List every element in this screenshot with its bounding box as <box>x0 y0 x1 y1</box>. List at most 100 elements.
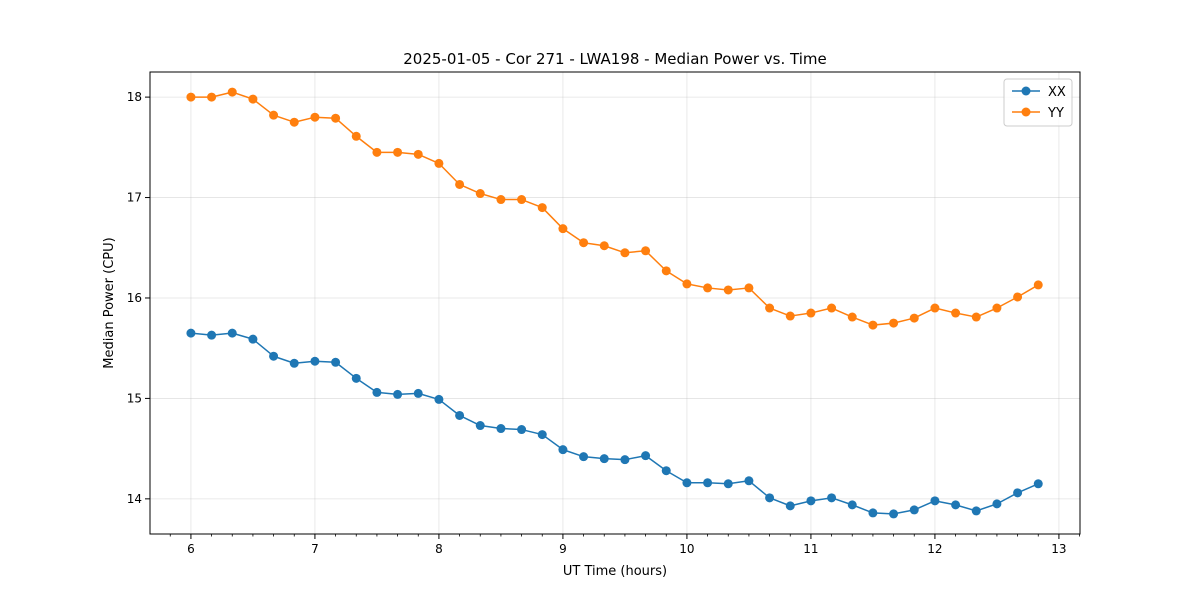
data-point-xx <box>620 455 630 465</box>
data-point-yy <box>930 303 940 313</box>
series-line-yy <box>190 91 1039 326</box>
data-point-yy <box>227 87 237 97</box>
y-tick-label: 16 <box>127 291 142 305</box>
data-point-xx <box>661 466 671 476</box>
data-point-yy <box>827 303 837 313</box>
data-point-yy <box>351 131 361 141</box>
plot-frame <box>149 71 1081 535</box>
data-point-yy <box>992 303 1002 313</box>
legend-item-yy: YY <box>1012 106 1064 121</box>
grid-lines <box>150 72 1080 534</box>
x-tick-label: 13 <box>1051 542 1066 556</box>
data-point-yy <box>909 313 919 323</box>
data-point-xx <box>475 421 485 431</box>
data-point-yy <box>806 308 816 318</box>
data-point-xx <box>558 445 568 455</box>
data-point-xx <box>723 479 733 489</box>
data-point-xx <box>372 387 382 397</box>
data-point-yy <box>434 158 444 168</box>
data-point-yy <box>1013 292 1023 302</box>
data-point-xx <box>496 424 506 434</box>
data-point-xx <box>806 496 816 506</box>
data-point-xx <box>930 496 940 506</box>
data-point-xx <box>992 499 1002 509</box>
data-point-yy <box>641 246 651 256</box>
data-point-xx <box>537 430 547 440</box>
data-point-yy <box>744 283 754 293</box>
data-point-yy <box>971 312 981 322</box>
x-tick-label: 11 <box>803 542 818 556</box>
data-point-xx <box>186 328 196 338</box>
series-xx <box>186 328 1043 519</box>
y-tick-label: 17 <box>127 191 142 205</box>
data-point-xx <box>455 410 465 420</box>
data-point-yy <box>558 224 568 234</box>
data-point-xx <box>765 493 775 503</box>
data-point-xx <box>641 451 651 461</box>
data-point-xx <box>393 389 403 399</box>
data-point-yy <box>393 147 403 157</box>
data-point-xx <box>413 388 423 398</box>
data-point-xx <box>579 452 589 462</box>
data-point-xx <box>310 356 320 366</box>
x-axis-label: UT Time (hours) <box>563 564 667 579</box>
data-point-yy <box>517 195 527 205</box>
data-point-yy <box>310 112 320 122</box>
legend-label: YY <box>1047 106 1064 121</box>
y-axis-label: Median Power (CPU) <box>102 237 117 368</box>
data-point-yy <box>1033 280 1043 290</box>
data-point-xx <box>331 357 341 367</box>
data-point-yy <box>847 312 857 322</box>
data-point-xx <box>351 373 361 383</box>
data-point-xx <box>269 351 279 361</box>
plot-series <box>186 87 1043 519</box>
data-point-xx <box>1013 488 1023 498</box>
data-point-yy <box>269 110 279 120</box>
data-point-xx <box>682 478 692 488</box>
data-point-yy <box>289 117 299 127</box>
y-tick-label: 14 <box>127 492 142 506</box>
data-point-xx <box>744 476 754 486</box>
data-point-yy <box>620 248 630 258</box>
legend-label: XX <box>1048 85 1066 100</box>
x-tick-label: 6 <box>187 542 195 556</box>
data-point-yy <box>475 189 485 199</box>
x-tick-label: 9 <box>559 542 567 556</box>
data-point-xx <box>785 501 795 511</box>
data-point-yy <box>661 266 671 276</box>
data-point-xx <box>868 508 878 518</box>
legend-item-xx: XX <box>1012 85 1066 100</box>
data-point-yy <box>682 279 692 289</box>
data-point-xx <box>1033 479 1043 489</box>
data-point-xx <box>434 394 444 404</box>
data-point-xx <box>599 454 609 464</box>
data-point-xx <box>289 358 299 368</box>
data-point-yy <box>703 283 713 293</box>
data-point-yy <box>951 308 961 318</box>
data-point-xx <box>847 500 857 510</box>
y-tick-label: 18 <box>127 90 142 104</box>
legend: XX YY <box>1003 78 1073 127</box>
legend-marker <box>1021 86 1031 96</box>
data-point-yy <box>207 92 217 102</box>
data-point-yy <box>413 149 423 159</box>
axis-ticks: 6 7 8 9 10 11 12 13 14 15 16 17 18 <box>127 90 1080 556</box>
data-point-yy <box>496 195 506 205</box>
data-point-yy <box>248 94 258 104</box>
data-point-yy <box>765 303 775 313</box>
x-tick-label: 8 <box>435 542 443 556</box>
data-point-xx <box>889 509 899 519</box>
data-point-xx <box>909 505 919 515</box>
data-point-yy <box>868 320 878 330</box>
data-point-yy <box>599 241 609 251</box>
data-point-xx <box>703 478 713 488</box>
data-point-xx <box>207 330 217 340</box>
data-point-yy <box>331 113 341 123</box>
data-point-yy <box>785 311 795 321</box>
data-point-yy <box>186 92 196 102</box>
series-yy <box>186 87 1043 330</box>
data-point-xx <box>517 425 527 435</box>
chart-title: 2025-01-05 - Cor 271 - LWA198 - Median P… <box>403 50 827 68</box>
data-point-yy <box>537 203 547 213</box>
